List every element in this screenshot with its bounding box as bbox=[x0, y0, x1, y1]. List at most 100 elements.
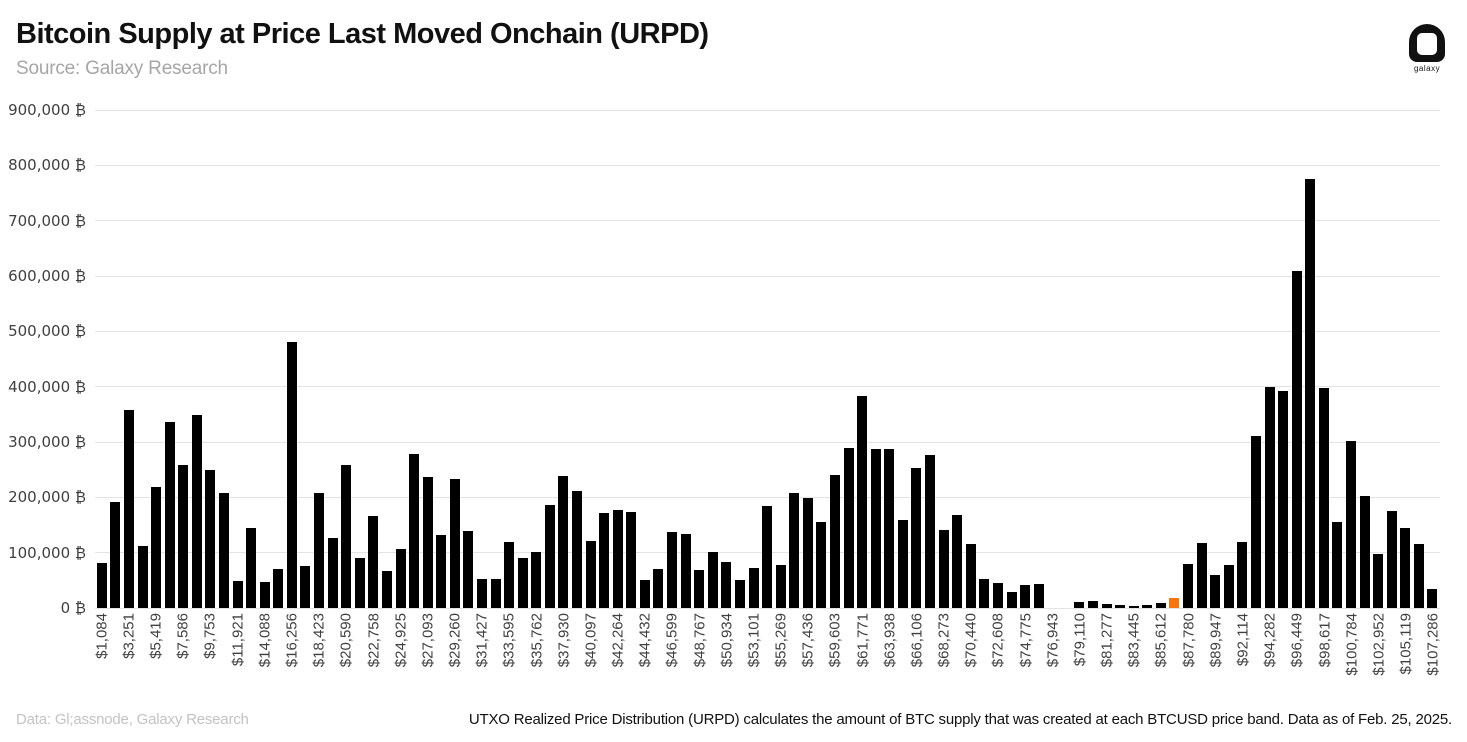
bar bbox=[354, 558, 365, 608]
bar-slot bbox=[760, 110, 774, 608]
x-tick-label: $7,586 bbox=[174, 613, 192, 659]
page-title: Bitcoin Supply at Price Last Moved Oncha… bbox=[16, 18, 709, 50]
bar-slot bbox=[502, 110, 516, 608]
bar bbox=[558, 476, 569, 608]
x-tick-label: $74,775 bbox=[1017, 613, 1035, 668]
x-tick-label: $24,925 bbox=[392, 613, 410, 668]
y-tick-label: 0 ₿ bbox=[60, 599, 86, 617]
x-tick-label: $83,445 bbox=[1125, 613, 1143, 668]
bar-slot bbox=[516, 110, 530, 608]
x-tick-label: $76,943 bbox=[1044, 613, 1062, 668]
bar bbox=[572, 490, 583, 608]
x-tick-label: $105,119 bbox=[1397, 613, 1415, 675]
bar-slot bbox=[828, 110, 842, 608]
bar bbox=[639, 579, 650, 608]
x-tick-label: $27,093 bbox=[419, 613, 437, 668]
bar bbox=[1006, 591, 1017, 608]
bar-slot bbox=[448, 110, 462, 608]
x-tick-label: $98,617 bbox=[1316, 613, 1334, 668]
bar bbox=[1074, 602, 1085, 608]
x-tick-label: $40,097 bbox=[582, 613, 600, 668]
bar bbox=[1155, 603, 1166, 608]
x-tick-label: $1,084 bbox=[93, 613, 111, 659]
x-tick-label: $53,101 bbox=[745, 613, 763, 668]
bar bbox=[1373, 553, 1384, 608]
y-tick-label: 400,000 ₿ bbox=[8, 377, 86, 396]
x-tick-label: $50,934 bbox=[718, 613, 736, 668]
y-tick-label: 100,000 ₿ bbox=[8, 543, 86, 562]
x-tick-label: $46,599 bbox=[663, 613, 681, 668]
bar-slot bbox=[244, 110, 258, 608]
y-tick-label: 200,000 ₿ bbox=[8, 488, 86, 507]
x-tick-label: $29,260 bbox=[446, 613, 464, 668]
bar bbox=[449, 478, 460, 608]
bar-slot bbox=[1249, 110, 1263, 608]
bar bbox=[1210, 574, 1221, 608]
bar bbox=[1291, 271, 1302, 608]
bar bbox=[151, 486, 162, 608]
bar-slot bbox=[557, 110, 571, 608]
bar bbox=[300, 565, 311, 608]
bar-slot bbox=[1208, 110, 1222, 608]
bar bbox=[1264, 386, 1275, 608]
bar-slot bbox=[367, 110, 381, 608]
bar bbox=[707, 552, 718, 608]
bar-slot bbox=[122, 110, 136, 608]
bar-slot bbox=[258, 110, 272, 608]
x-tick-label: $66,106 bbox=[908, 613, 926, 668]
bar bbox=[1427, 588, 1438, 608]
bar bbox=[1332, 522, 1343, 608]
y-tick-label: 300,000 ₿ bbox=[8, 433, 86, 451]
bar-slot bbox=[1222, 110, 1236, 608]
bar-slot bbox=[978, 110, 992, 608]
bar-slot bbox=[407, 110, 421, 608]
x-tick-label: $11,921 bbox=[229, 613, 247, 667]
bar-slot bbox=[1100, 110, 1114, 608]
x-tick-label: $14,088 bbox=[256, 613, 274, 668]
bar-slot bbox=[394, 110, 408, 608]
x-tick-label: $44,432 bbox=[636, 613, 654, 668]
bar bbox=[857, 395, 868, 608]
bar bbox=[409, 453, 420, 608]
bar bbox=[952, 514, 963, 608]
x-tick-label: $63,938 bbox=[881, 613, 899, 668]
bar-slot bbox=[1073, 110, 1087, 608]
galaxy-logo: galaxy bbox=[1401, 24, 1453, 73]
bar bbox=[748, 568, 759, 608]
bar-slot bbox=[1195, 110, 1209, 608]
bar-slot bbox=[489, 110, 503, 608]
bar bbox=[830, 475, 840, 608]
bar-slot bbox=[1290, 110, 1304, 608]
bar-slot bbox=[149, 110, 163, 608]
bar bbox=[599, 513, 610, 608]
bar-slot bbox=[1059, 110, 1073, 608]
bar bbox=[626, 512, 637, 608]
bar bbox=[979, 578, 990, 608]
bar-slot bbox=[543, 110, 557, 608]
bar-slot bbox=[434, 110, 448, 608]
galaxy-logo-text: galaxy bbox=[1413, 64, 1441, 73]
bar-slot bbox=[1371, 110, 1385, 608]
bar bbox=[992, 582, 1003, 608]
bar bbox=[816, 522, 827, 608]
bars-container bbox=[95, 110, 1440, 608]
bar-slot bbox=[231, 110, 245, 608]
bar-slot bbox=[1032, 110, 1046, 608]
y-tick-label: 600,000 ₿ bbox=[8, 267, 86, 285]
x-tick-label: $55,269 bbox=[772, 613, 790, 668]
bar bbox=[762, 506, 773, 608]
bar-slot bbox=[584, 110, 598, 608]
bar bbox=[1196, 542, 1207, 608]
bar bbox=[775, 564, 786, 608]
y-tick-label: 500,000 ₿ bbox=[8, 322, 86, 341]
bar-slot bbox=[1358, 110, 1372, 608]
bar bbox=[1087, 600, 1098, 608]
bar-slot bbox=[923, 110, 937, 608]
bar bbox=[436, 534, 447, 608]
bar bbox=[802, 497, 813, 608]
bar bbox=[164, 422, 175, 608]
source-subtitle: Source: Galaxy Research bbox=[16, 58, 228, 79]
bar bbox=[1386, 511, 1397, 608]
bar-slot bbox=[326, 110, 340, 608]
bar bbox=[1345, 440, 1356, 608]
